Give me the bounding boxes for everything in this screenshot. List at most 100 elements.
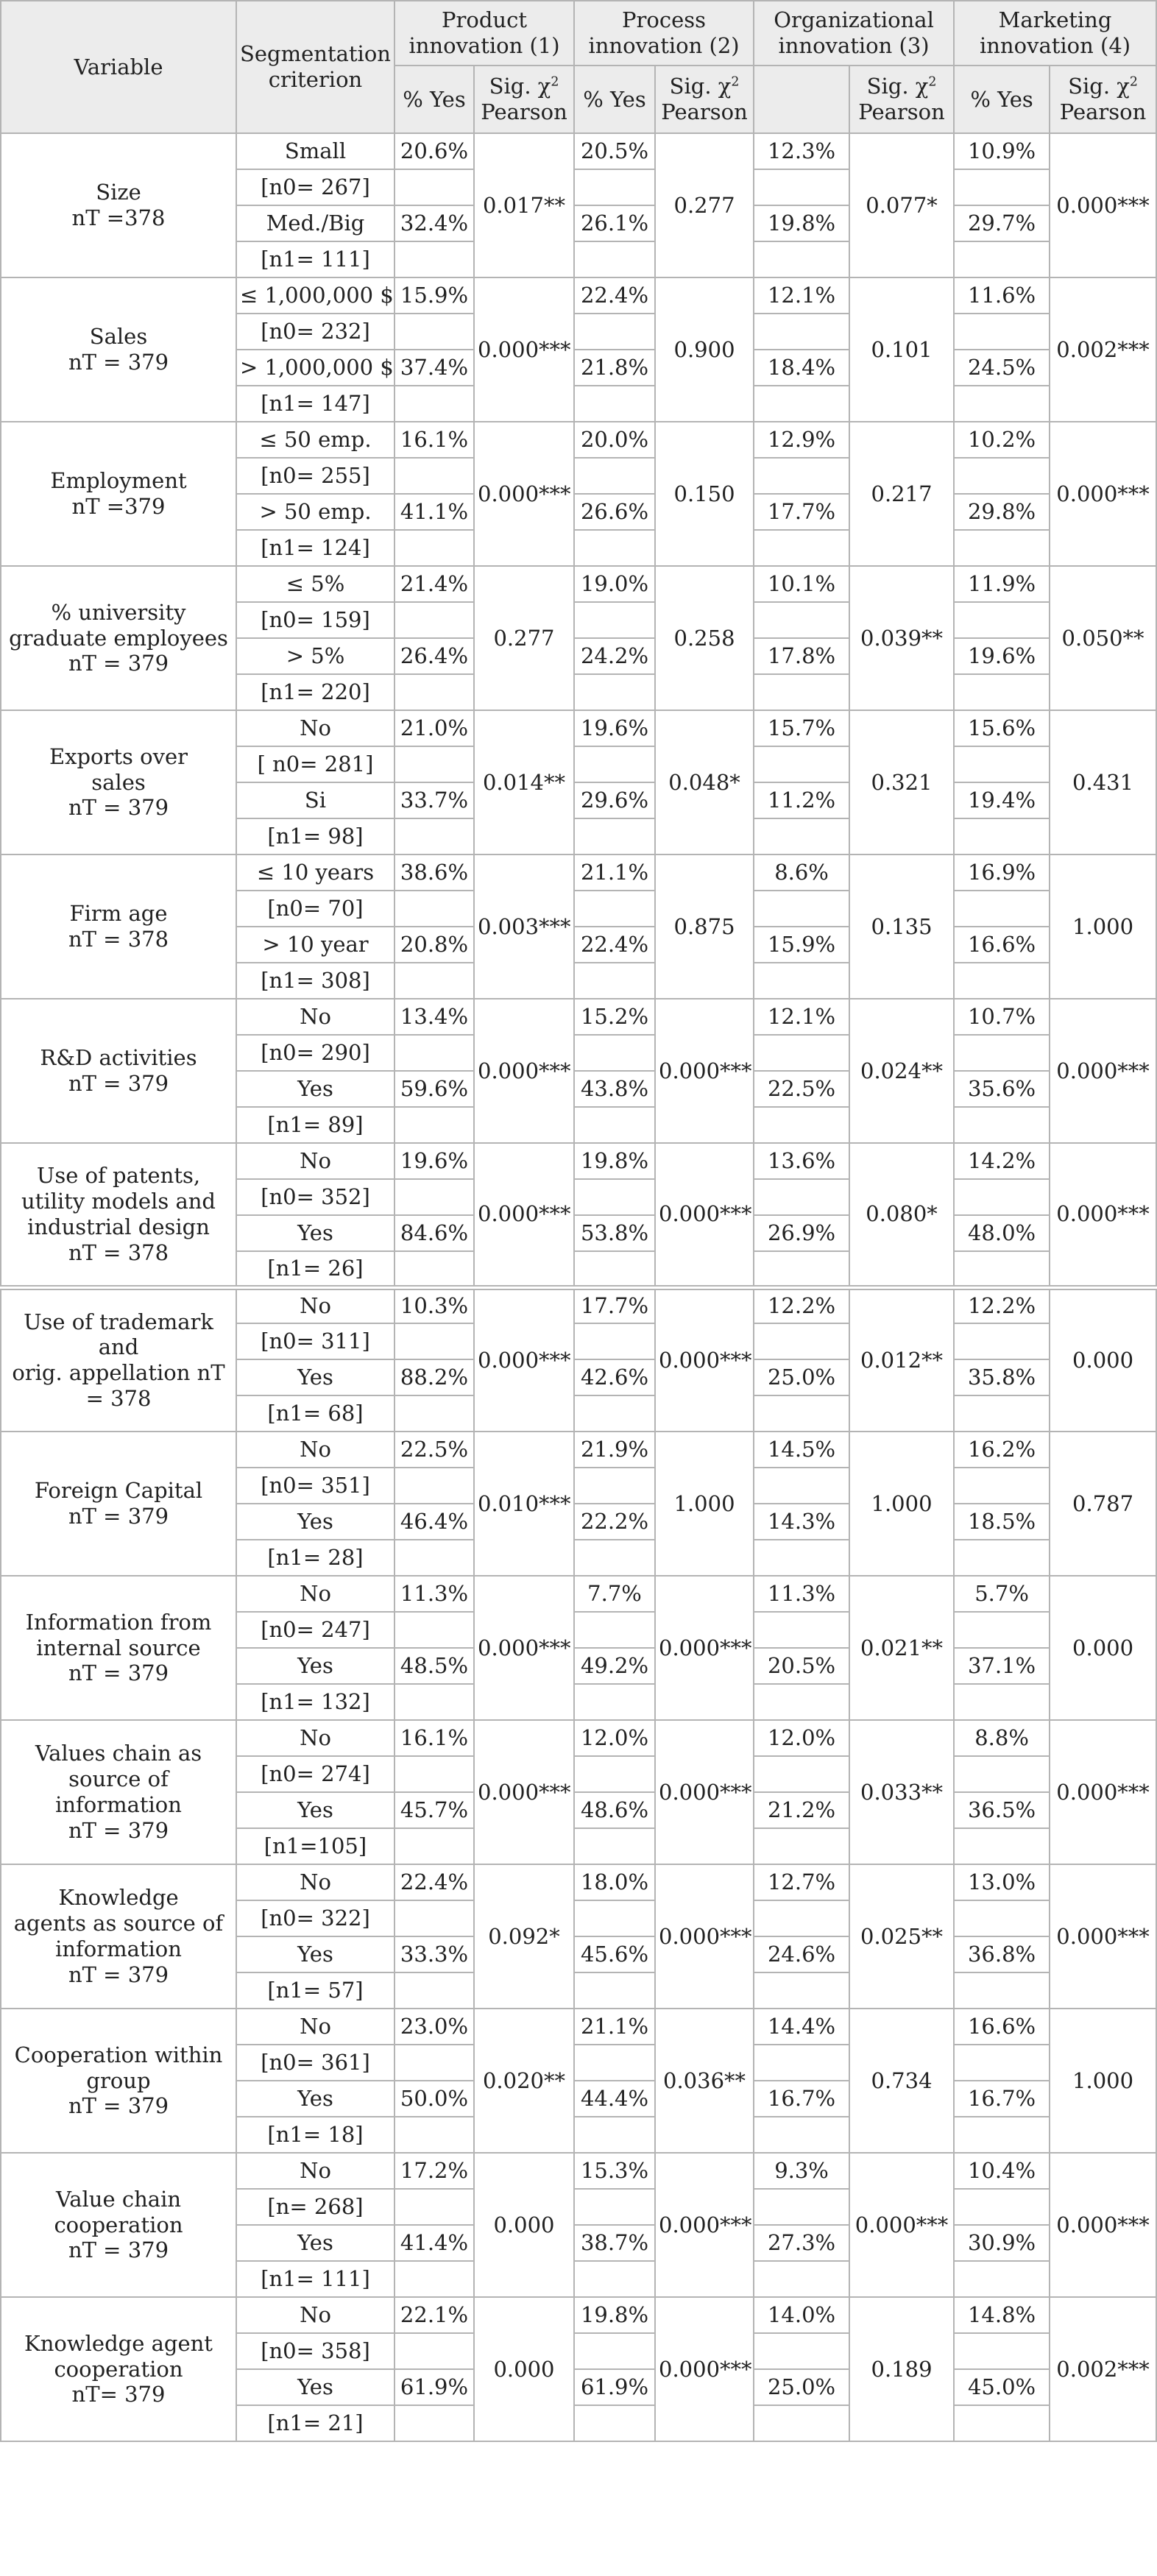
criterion-n0: [n0= 255] — [236, 457, 395, 495]
pct-blank — [953, 2188, 1051, 2226]
variable-line: % university — [51, 599, 186, 625]
pct-yes-group0: 15.2% — [573, 998, 657, 1036]
variable-block: Values chain as source of information nT =… — [0, 1719, 1157, 1865]
sig-value: 0.002*** — [1049, 2296, 1157, 2442]
pct-blank — [573, 818, 657, 855]
variable-line: nT = 379 — [68, 1961, 169, 1987]
pct-yes-group0: 10.2% — [953, 421, 1051, 459]
pct-blank — [953, 2260, 1051, 2298]
pct-blank — [573, 2116, 657, 2154]
variable-cell: Sales nT = 379 — [0, 277, 237, 422]
criterion-group0: No — [236, 2296, 395, 2334]
table-row: Yes 48.5% 49.2% 20.5% 37.1% — [1, 1647, 1156, 1685]
pct-yes-group1: 19.4% — [953, 782, 1051, 819]
table-row: Values chain as source of information nT =… — [0, 1719, 1157, 1865]
pct-blank — [953, 1106, 1051, 1144]
criterion-group0: ≤ 50 emp. — [236, 421, 395, 459]
pct-yes-group1: 25.0% — [753, 2368, 851, 2406]
variable-line: nT = 379 — [68, 1504, 169, 1529]
criterion-n0: [n0= 274] — [236, 1755, 395, 1793]
pct-yes-group0: 14.4% — [753, 2008, 851, 2045]
pct-yes-group1: 42.6% — [573, 1359, 657, 1396]
table-row: [n1= 89] — [1, 1106, 1156, 1144]
pct-yes-group0: 12.0% — [573, 1719, 657, 1757]
pct-yes-group1: 24.6% — [753, 1936, 851, 1973]
pct-blank — [394, 241, 475, 278]
sig-value: 0.012** — [849, 1287, 955, 1432]
criterion-group0: No — [236, 1864, 395, 1901]
pct-yes-group1: 88.2% — [394, 1359, 475, 1396]
criterion-n1: [n1= 111] — [236, 2260, 395, 2298]
pct-blank — [573, 890, 657, 927]
table-row: > 10 year 20.8% 22.4% 15.9% 16.6% — [1, 926, 1156, 963]
sig-value: 0.002*** — [1049, 277, 1157, 422]
pct-yes-group0: 14.8% — [953, 2296, 1051, 2334]
sig-value: 0.000*** — [473, 998, 576, 1144]
pct-yes-group0: 21.9% — [573, 1431, 657, 1468]
sig-value: 0.321 — [849, 710, 955, 855]
variable-line: information — [55, 1936, 182, 1961]
variable-cell: Knowledge agents as source of information n… — [0, 1864, 237, 2009]
pearson-label: Pearson — [1059, 99, 1147, 124]
criterion-n0: [n0= 351] — [236, 1467, 395, 1504]
table-row: Size nT =378 Small 20.6% 0.017** 20.5% 0.277 12… — [0, 132, 1157, 278]
pct-blank — [953, 2405, 1051, 2442]
variable-line: utility models and — [21, 1188, 216, 1214]
pct-blank — [573, 1106, 657, 1144]
criterion-group1: Yes — [236, 1070, 395, 1108]
sig-value: 0.020** — [473, 2008, 576, 2154]
variable-line: Value chain — [55, 2186, 182, 2212]
pct-blank — [573, 1539, 657, 1577]
pct-yes-group1: 45.6% — [573, 1936, 657, 1973]
pct-blank — [753, 1323, 851, 1360]
criterion-group1: Si — [236, 782, 395, 819]
pct-yes-group0: 11.3% — [394, 1575, 475, 1613]
table-row: Information from internal source nT = 379 N… — [0, 1575, 1157, 1721]
pct-blank — [753, 1972, 851, 2009]
pct-blank — [753, 2116, 851, 2154]
pct-yes-group1: 37.1% — [953, 1647, 1051, 1685]
pct-blank — [753, 1755, 851, 1793]
variable-cell: Exports over sales nT = 379 — [0, 710, 237, 855]
pct-blank — [573, 673, 657, 711]
pct-blank — [394, 1323, 475, 1360]
pct-yes-group1: 22.5% — [753, 1070, 851, 1108]
sig-value: 0.150 — [654, 421, 755, 567]
pct-blank — [953, 962, 1051, 999]
criterion-group0: No — [236, 2152, 395, 2190]
sig-value: 0.000*** — [654, 2152, 755, 2298]
pct-yes-group0: 17.2% — [394, 2152, 475, 2190]
pct-yes-group1: 21.2% — [753, 1791, 851, 1829]
pct-yes-group0: 19.8% — [573, 2296, 657, 2334]
variable-cell: Knowledge agent cooperation nT= 379 — [0, 2296, 237, 2442]
variable-line: Use of trademark and — [24, 1309, 213, 1360]
variable-cell: Use of trademark and orig. appellation nT… — [0, 1287, 237, 1432]
pct-blank — [953, 1972, 1051, 2009]
pct-blank — [753, 1827, 851, 1865]
variable-block: Knowledge agents as source of information n… — [0, 1864, 1157, 2009]
pct-yes-group1: 11.2% — [753, 782, 851, 819]
sig-value: 0.000*** — [654, 2296, 755, 2442]
pct-blank — [753, 1611, 851, 1649]
criterion-n1: [n1= 111] — [236, 241, 395, 278]
variable-line: nT = 379 — [68, 1660, 169, 1686]
sig-label: Sig. χ — [1068, 74, 1130, 99]
pct-yes-group0: 10.1% — [753, 565, 851, 603]
sig-value: 0.025** — [849, 1864, 955, 2009]
variable-line: nT= 379 — [71, 2382, 166, 2407]
variable-line: R&D activities — [40, 1045, 197, 1071]
sig-label: Sig. χ — [489, 74, 551, 99]
pct-blank — [394, 1683, 475, 1721]
criterion-n1: [n1= 68] — [236, 1395, 395, 1432]
pct-blank — [753, 1034, 851, 1072]
pct-blank — [753, 2188, 851, 2226]
table-row: [n1= 124] — [1, 529, 1156, 567]
pct-yes-group1: 29.7% — [953, 205, 1051, 242]
sig-value: 0.277 — [654, 132, 755, 278]
criterion-group1: > 5% — [236, 637, 395, 675]
pct-blank — [953, 1611, 1051, 1649]
pct-yes-group1: 29.6% — [573, 782, 657, 819]
pct-blank — [953, 1900, 1051, 1937]
pct-yes-group0: 18.0% — [573, 1864, 657, 1901]
sig-value: 0.000*** — [1049, 1719, 1157, 1865]
